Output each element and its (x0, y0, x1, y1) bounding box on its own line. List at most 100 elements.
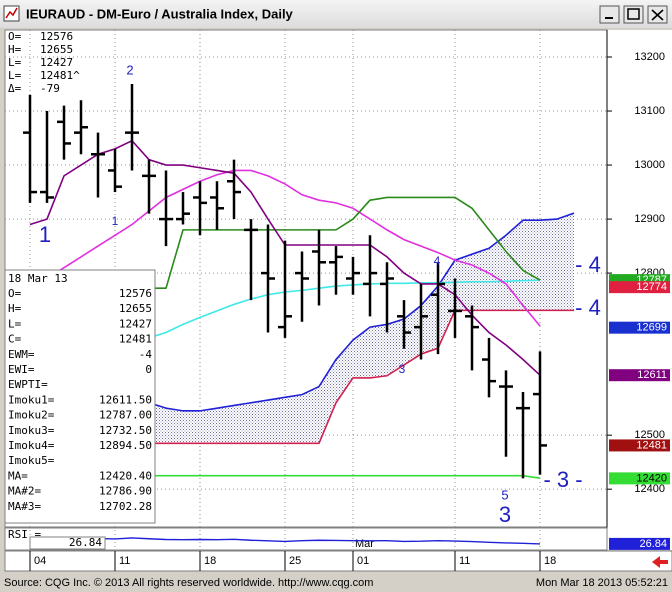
ohlc-info: Δ= (8, 82, 22, 95)
data-window-field: O= (8, 287, 22, 300)
data-window-field: Imoku4= (8, 439, 55, 452)
price-tag (609, 281, 670, 294)
time-axis (4, 550, 672, 572)
indicator-line (148, 212, 575, 412)
chart-title: IEURAUD - DM-Euro / Australia Index, Dai… (26, 6, 294, 21)
price-tag-label: 12774 (636, 281, 667, 293)
data-window-field: 12787.00 (99, 409, 152, 422)
x-tick-label: 18 (204, 555, 216, 567)
y-tick-label: 13200 (634, 51, 665, 63)
price-tag (609, 472, 670, 485)
x-tick-label: 11 (119, 555, 130, 567)
rsi-value-box (29, 536, 106, 550)
month-label: Mar (355, 538, 374, 550)
indicator-line (29, 169, 541, 327)
ohlc-info: L= (8, 56, 22, 69)
data-window-field: EWPTI= (8, 378, 48, 391)
footer (0, 573, 672, 592)
data-window-field: 0 (145, 363, 152, 376)
ohlc-info: H= (8, 43, 22, 56)
wave-label: - 3 - (543, 467, 582, 492)
title-bar (0, 0, 672, 28)
ohlc-info: 12576 (40, 30, 73, 43)
y-tick-label: 13000 (634, 159, 665, 171)
x-tick-label: 25 (289, 555, 301, 567)
data-window-field: 12481 (119, 333, 152, 346)
data-window-field: MA= (8, 469, 28, 482)
y-tick-label: 12500 (634, 429, 665, 441)
data-window-field: Imoku1= (8, 393, 55, 406)
data-window-field: 12702.28 (99, 500, 152, 513)
y-tick-label: 12400 (634, 483, 665, 495)
wave-label: 3 (399, 362, 406, 376)
data-window-field: Imoku5= (8, 454, 55, 467)
price-tag (609, 321, 670, 334)
wave-label: - 4 (575, 252, 601, 277)
data-window-field: 12732.50 (99, 424, 152, 437)
data-window-field: -4 (139, 348, 153, 361)
minimize-button[interactable] (599, 5, 620, 24)
data-window-field: C= (8, 333, 22, 346)
ohlc-info: 12655 (40, 43, 73, 56)
rsi-value: 26.84 (69, 536, 102, 549)
ohlc-info: O= (8, 30, 22, 43)
price-tag (609, 369, 670, 382)
price-tag-label: 12481 (636, 439, 667, 451)
y-tick-label: 13100 (634, 105, 665, 117)
data-window-field: EWM= (8, 348, 35, 361)
wave-label: - 4 (575, 295, 601, 320)
price-tag (609, 537, 670, 550)
price-tag-label: 12611 (637, 369, 667, 381)
indicator-line (148, 279, 541, 339)
rsi-line (29, 537, 541, 545)
x-tick-label: 01 (357, 555, 369, 567)
price-tag (609, 439, 670, 452)
ohlc-info: L= (8, 69, 22, 82)
wave-label: 5 (501, 487, 508, 502)
price-tag-label: 12699 (636, 322, 667, 334)
footer-time: Mon Mar 18 2013 05:52:21 (536, 577, 668, 589)
data-window-field: Imoku3= (8, 424, 55, 437)
data-window-field: 12655 (119, 302, 152, 315)
wave-label: 2 (126, 62, 133, 77)
wave-label: 1 (39, 222, 51, 247)
price-tag-label: 12420 (636, 472, 667, 484)
x-tick-label: 04 (34, 555, 46, 567)
indicator-line (149, 309, 574, 445)
ohlc-info: -79 (40, 82, 60, 95)
data-window-field: 12576 (119, 287, 152, 300)
data-window-title: 18 Mar 13 (8, 272, 68, 285)
data-window-field: MA#2= (8, 485, 41, 498)
wave-label: 4 (434, 254, 441, 268)
data-window (4, 269, 156, 524)
data-window-field: H= (8, 302, 22, 315)
data-window-field: Imoku2= (8, 409, 55, 422)
window-buttons (599, 5, 668, 24)
ichimoku-cloud (149, 213, 574, 444)
price-tag-label: 26.84 (639, 538, 667, 550)
data-window-field: 12427 (119, 317, 152, 330)
y-tick-label: 12900 (634, 213, 665, 225)
ohlc-info: 12481^ (40, 69, 80, 82)
data-window-field: 12611.50 (99, 393, 152, 406)
scroll-arrow[interactable] (652, 556, 668, 568)
rsi-panel (4, 527, 608, 551)
data-window-field: L= (8, 317, 22, 330)
data-window-field: 12786.90 (99, 485, 152, 498)
ohlc-info: 12427 (40, 56, 73, 69)
window-icon-glyph (5, 7, 18, 19)
close-glyph (651, 9, 664, 21)
footer-source: Source: CQG Inc. © 2013 All rights reser… (4, 577, 373, 589)
data-window-field: 12420.40 (99, 469, 152, 482)
wave-label: 1 (112, 214, 119, 228)
maximize-glyph (627, 8, 640, 20)
wave-label: 3 (499, 502, 511, 527)
data-window-field: 12894.50 (99, 439, 152, 452)
data-window-field: EWI= (8, 363, 35, 376)
data-window-field: MA#3= (8, 500, 41, 513)
indicator-line (149, 474, 541, 479)
x-tick-label: 18 (544, 555, 556, 567)
x-tick-label: 11 (459, 555, 470, 567)
